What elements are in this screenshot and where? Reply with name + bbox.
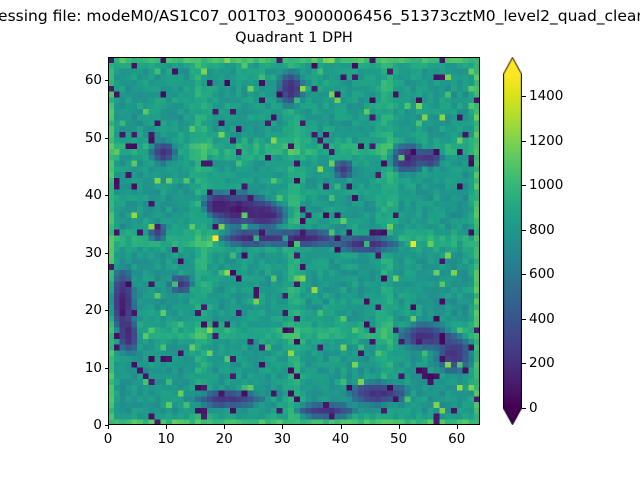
y-tick-mark (104, 137, 108, 139)
colorbar-gradient (503, 57, 522, 425)
heatmap-image (108, 57, 480, 425)
colorbar-tick-label: 400 (529, 310, 555, 327)
y-tick-label: 20 (84, 302, 102, 318)
y-tick-mark (104, 367, 108, 369)
colorbar-tick-mark (522, 185, 526, 187)
colorbar[interactable]: 0 200 400 600 800 1000 1200 1400 (503, 57, 563, 425)
colorbar-tick-mark (522, 274, 526, 276)
colorbar-tick-label: 200 (529, 355, 555, 372)
x-tick-label: 60 (448, 431, 466, 447)
y-tick-mark (104, 310, 108, 311)
y-tick-mark (104, 80, 108, 81)
colorbar-tick-label: 600 (529, 266, 555, 283)
colorbar-tick-label: 800 (529, 221, 555, 238)
x-tick-mark (166, 425, 168, 429)
colorbar-tick-mark (522, 318, 526, 320)
x-tick-label: 30 (273, 431, 291, 447)
colorbar-tick-label: 1200 (529, 132, 564, 149)
x-tick-mark (282, 425, 284, 429)
colorbar-tick-mark (522, 408, 526, 409)
y-tick-label: 0 (93, 417, 102, 433)
colorbar-tick-mark (522, 363, 526, 365)
colorbar-tick-mark (522, 229, 526, 231)
heatmap-axes[interactable]: 0 10 20 30 40 50 60 0 10 20 30 40 50 60 (85, 57, 480, 447)
y-tick-label: 50 (84, 129, 102, 146)
colorbar-tick-label: 1000 (529, 177, 564, 194)
colorbar-tick-label: 1400 (529, 88, 564, 105)
x-tick-label: 40 (331, 431, 350, 447)
figure-suptitle: Processing file: modeM0/AS1C07_001T03_90… (0, 7, 640, 25)
x-tick-mark (398, 425, 400, 429)
y-tick-mark (104, 425, 108, 426)
colorbar-tick-mark (522, 140, 526, 142)
y-tick-label: 10 (84, 359, 102, 376)
x-tick-mark (340, 425, 342, 429)
y-tick-mark (104, 195, 108, 196)
x-tick-label: 50 (390, 431, 408, 447)
x-tick-label: 0 (103, 431, 113, 447)
y-tick-label: 60 (84, 72, 102, 88)
x-tick-label: 10 (157, 431, 175, 447)
x-tick-mark (456, 425, 458, 429)
colorbar-tick-label: 0 (529, 400, 538, 416)
x-tick-mark (108, 425, 109, 429)
y-tick-mark (104, 252, 108, 254)
y-tick-label: 40 (84, 187, 102, 203)
x-tick-mark (224, 425, 226, 429)
x-tick-label: 20 (215, 431, 233, 447)
colorbar-tick-mark (522, 96, 526, 98)
axes-title: Quadrant 1 DPH (235, 30, 353, 46)
y-tick-label: 30 (84, 244, 102, 261)
